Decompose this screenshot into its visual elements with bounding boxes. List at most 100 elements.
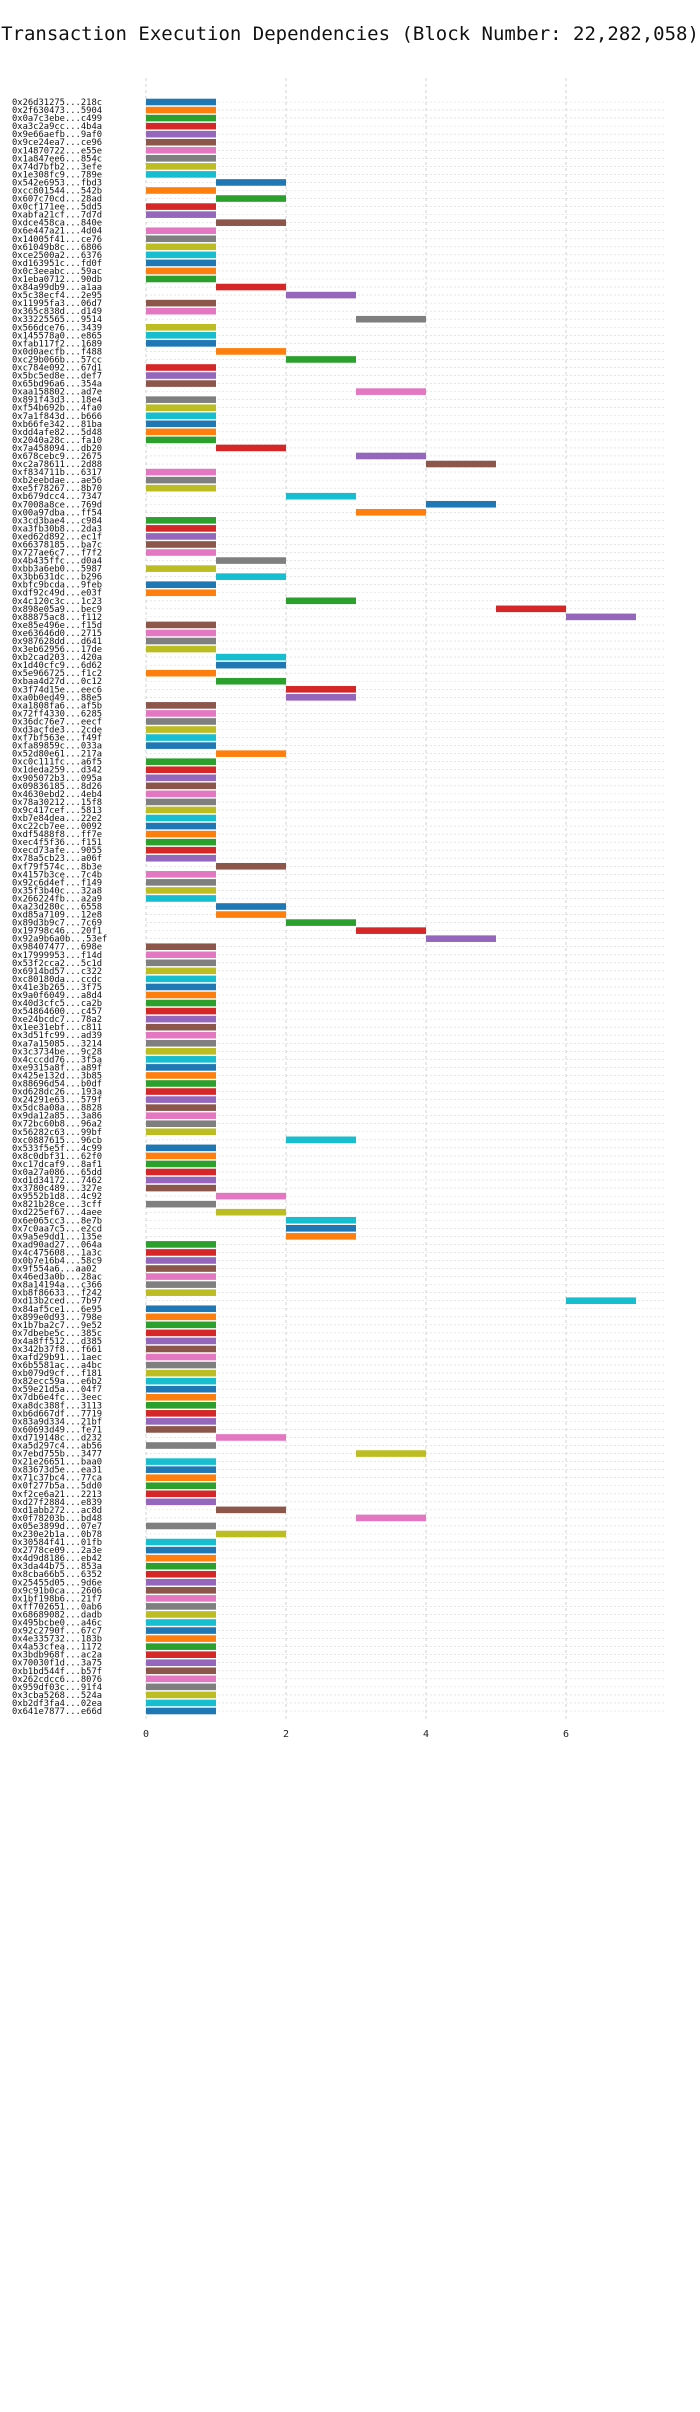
execution-bar xyxy=(146,372,216,379)
transaction-row: 0x89d3b9c7...7c69 xyxy=(12,919,664,929)
transaction-label: 0xa5d297c4...ab56 xyxy=(12,1442,102,1452)
transaction-row: 0x425e132d...3b85 xyxy=(12,1071,664,1081)
transaction-row: 0x1b7ba2c7...9e52 xyxy=(12,1321,664,1331)
execution-bar xyxy=(146,484,216,492)
transaction-label: 0x4630ebd2...4eb4 xyxy=(12,790,102,800)
execution-bar xyxy=(216,557,286,564)
transaction-row: 0x898e05a9...bec9 xyxy=(12,605,664,615)
execution-bar xyxy=(146,468,216,476)
transaction-row: 0x145578a0...e865 xyxy=(12,331,664,341)
transaction-row: 0xfa89859c...033a xyxy=(12,742,664,752)
execution-bar xyxy=(216,179,286,186)
transaction-label: 0xa23d280c...6558 xyxy=(12,903,102,913)
execution-bar xyxy=(146,412,216,420)
execution-bar xyxy=(146,991,216,999)
transaction-row: 0x0c3eeabc...59ac xyxy=(12,267,664,277)
transaction-row: 0xd225ef67...4aee xyxy=(12,1208,664,1218)
transaction-label: 0xbfc9bcda...9feb xyxy=(12,581,102,591)
transaction-label: 0xd27f2884...e839 xyxy=(12,1498,102,1508)
transaction-row: 0xdd4afe82...5d48 xyxy=(12,428,664,438)
execution-bar xyxy=(146,999,216,1007)
execution-bar xyxy=(146,549,216,556)
execution-bar xyxy=(146,1659,216,1667)
transaction-label: 0xcc801544...542b xyxy=(12,186,102,196)
execution-bar xyxy=(146,1490,216,1498)
transaction-row: 0x46ed3a0b...28ac xyxy=(12,1273,664,1283)
execution-bar xyxy=(146,1683,216,1691)
transaction-row: 0x4630ebd2...4eb4 xyxy=(12,790,664,800)
transaction-row: 0x1e308fc9...789e xyxy=(12,170,664,180)
execution-bar xyxy=(356,388,426,395)
transaction-label: 0x88696d54...b0df xyxy=(12,1079,102,1089)
transaction-row: 0x3d51fc99...ad39 xyxy=(12,1031,664,1041)
execution-bar xyxy=(146,243,216,251)
execution-bar xyxy=(146,1152,216,1160)
execution-bar xyxy=(286,597,356,605)
execution-bar xyxy=(146,114,216,122)
transaction-label: 0x959df03c...91f4 xyxy=(12,1683,102,1693)
execution-bar xyxy=(216,661,286,669)
execution-bar xyxy=(146,203,216,210)
transaction-label: 0x1deda259...d342 xyxy=(12,766,102,776)
transaction-label: 0x35f3b40c...32a8 xyxy=(12,886,102,896)
execution-bar xyxy=(146,854,216,862)
transaction-row: 0x52d80e61...217a xyxy=(12,750,664,760)
execution-bar xyxy=(146,267,216,275)
execution-bar xyxy=(146,1353,216,1361)
transaction-label: 0xc784e092...67d1 xyxy=(12,363,102,373)
transaction-label: 0x3cd3bae4...c984 xyxy=(12,516,102,526)
transaction-row: 0x905072b3...095a xyxy=(12,774,664,784)
transaction-row: 0x84af5ce1...6e95 xyxy=(12,1305,664,1315)
transaction-label: 0x6b5581ac...a4bc xyxy=(12,1361,102,1371)
execution-bar xyxy=(146,533,216,540)
execution-bar xyxy=(146,1562,216,1570)
transaction-row: 0x7c0aa7c5...e2cd xyxy=(12,1224,664,1234)
transaction-label: 0x40d3cfc5...ca2b xyxy=(12,999,102,1009)
execution-bar xyxy=(146,830,216,838)
execution-bar xyxy=(146,1128,216,1136)
execution-bar xyxy=(146,838,216,846)
execution-bar xyxy=(146,436,216,444)
execution-bar xyxy=(216,1530,286,1538)
transaction-label: 0xf834711b...6317 xyxy=(12,468,102,478)
execution-bar xyxy=(146,122,216,130)
transaction-row: 0xbaa4d27d...0c12 xyxy=(12,677,664,687)
execution-bar xyxy=(146,718,216,725)
execution-bar xyxy=(146,822,216,830)
execution-bar xyxy=(146,1088,216,1095)
transaction-row: 0xf7bf563e...f49f xyxy=(12,734,664,744)
transaction-row: 0xd3acfde3...2cde xyxy=(12,726,664,736)
transaction-row: 0x0a27a086...65dd xyxy=(12,1168,664,1178)
execution-bar xyxy=(146,1401,216,1409)
transaction-label: 0xfab117f2...1689 xyxy=(12,339,102,349)
transaction-label: 0x9da12a85...3a86 xyxy=(12,1112,102,1122)
transaction-label: 0x678cebc9...2675 xyxy=(12,452,102,462)
execution-bar xyxy=(146,798,216,806)
transaction-label: 0xc29b066b...57cc xyxy=(12,355,102,365)
transaction-row: 0xb079d9cf...f181 xyxy=(12,1369,664,1379)
transaction-label: 0xa3fb30b8...2da3 xyxy=(12,524,102,534)
transaction-row: 0xc29b066b...57cc xyxy=(12,355,664,365)
transaction-row: 0xc2a78611...2d88 xyxy=(12,460,664,470)
execution-bar xyxy=(146,404,216,412)
transaction-label: 0x66378185...ba7c xyxy=(12,540,102,550)
transaction-row: 0xe85e496e...f15d xyxy=(12,621,664,631)
execution-bar xyxy=(146,1257,216,1264)
execution-bar xyxy=(146,1619,216,1626)
execution-bar xyxy=(146,211,216,218)
transaction-label: 0xd163951c...fd0f xyxy=(12,259,102,269)
transaction-label: 0x54864600...c457 xyxy=(12,1007,102,1017)
execution-bar xyxy=(216,653,286,661)
transaction-row: 0x1deda259...d342 xyxy=(12,766,664,776)
transaction-label: 0xf79f574c...8b3e xyxy=(12,862,102,872)
transaction-label: 0xc0c111fc...a6f5 xyxy=(12,758,102,768)
transaction-row: 0x566dce76...3439 xyxy=(12,323,664,333)
execution-bar xyxy=(146,1329,216,1337)
transaction-row: 0x8cba66b5...6352 xyxy=(12,1570,664,1580)
execution-bar xyxy=(146,1048,216,1055)
transaction-label: 0x65bd96a6...354a xyxy=(12,380,102,390)
transaction-label: 0xd1d34172...7462 xyxy=(12,1176,102,1186)
transaction-row: 0x3c3734be...9c28 xyxy=(12,1047,664,1057)
execution-bar xyxy=(216,573,286,580)
